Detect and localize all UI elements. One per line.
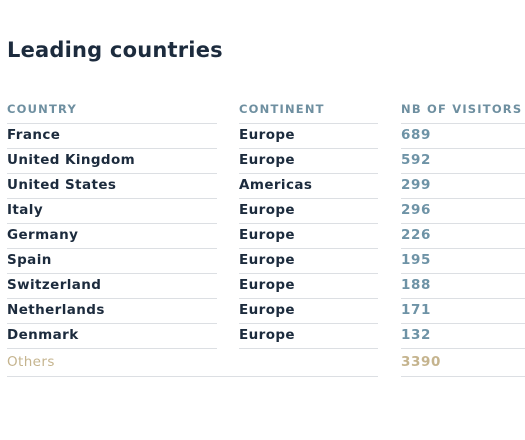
others-visitors: 3390 [401,349,525,377]
column-header-visitors: NB OF VISITORS [401,99,525,124]
continent-cell: Americas [239,174,378,199]
visitors-cell: 296 [401,199,525,224]
continent-cell: Europe [239,299,378,324]
table-row: Switzerland Europe 188 [7,274,525,299]
visitors-cell: 195 [401,249,525,274]
page-title: Leading countries [7,38,223,62]
table-row: United Kingdom Europe 592 [7,149,525,174]
column-header-country: COUNTRY [7,99,217,124]
table-row: Germany Europe 226 [7,224,525,249]
country-cell: United Kingdom [7,149,217,174]
country-cell: Denmark [7,324,217,349]
continent-cell: Europe [239,224,378,249]
continent-cell: Europe [239,149,378,174]
table-row: United States Americas 299 [7,174,525,199]
others-row: Others 3390 [7,349,525,377]
continent-cell: Europe [239,249,378,274]
visitors-cell: 226 [401,224,525,249]
continent-cell: Europe [239,199,378,224]
country-cell: Switzerland [7,274,217,299]
country-cell: Spain [7,249,217,274]
others-label: Others [7,349,378,377]
visitors-cell: 592 [401,149,525,174]
table-row: France Europe 689 [7,124,525,149]
table-row: Spain Europe 195 [7,249,525,274]
visitors-cell: 171 [401,299,525,324]
visitors-cell: 132 [401,324,525,349]
column-header-continent: CONTINENT [239,99,378,124]
continent-cell: Europe [239,274,378,299]
country-cell: France [7,124,217,149]
visitors-cell: 299 [401,174,525,199]
country-cell: Italy [7,199,217,224]
country-cell: Germany [7,224,217,249]
country-cell: United States [7,174,217,199]
table-header: COUNTRY CONTINENT NB OF VISITORS [7,99,525,124]
continent-cell: Europe [239,124,378,149]
country-cell: Netherlands [7,299,217,324]
visitors-cell: 188 [401,274,525,299]
table-row: Italy Europe 296 [7,199,525,224]
table-row: Denmark Europe 132 [7,324,525,349]
table-row: Netherlands Europe 171 [7,299,525,324]
continent-cell: Europe [239,324,378,349]
countries-table: COUNTRY CONTINENT NB OF VISITORS France … [7,99,525,377]
visitors-cell: 689 [401,124,525,149]
